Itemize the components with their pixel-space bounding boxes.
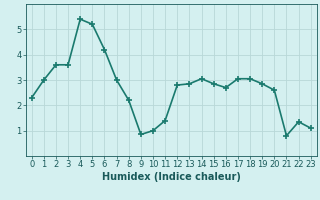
X-axis label: Humidex (Indice chaleur): Humidex (Indice chaleur) [102, 172, 241, 182]
